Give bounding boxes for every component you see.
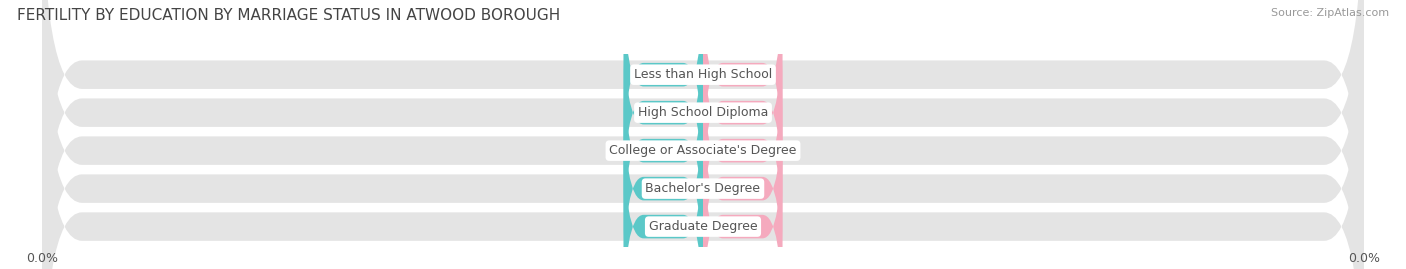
Text: Source: ZipAtlas.com: Source: ZipAtlas.com [1271, 8, 1389, 18]
Text: Bachelor's Degree: Bachelor's Degree [645, 182, 761, 195]
Text: 0.0%: 0.0% [648, 222, 679, 232]
FancyBboxPatch shape [624, 48, 703, 253]
FancyBboxPatch shape [624, 86, 703, 269]
FancyBboxPatch shape [624, 10, 703, 215]
Text: 0.0%: 0.0% [727, 146, 758, 156]
Text: 0.0%: 0.0% [648, 146, 679, 156]
FancyBboxPatch shape [42, 0, 1364, 269]
Text: 0.0%: 0.0% [727, 70, 758, 80]
Text: High School Diploma: High School Diploma [638, 106, 768, 119]
Text: Less than High School: Less than High School [634, 68, 772, 81]
Text: 0.0%: 0.0% [727, 108, 758, 118]
Text: 0.0%: 0.0% [648, 70, 679, 80]
Text: College or Associate's Degree: College or Associate's Degree [609, 144, 797, 157]
FancyBboxPatch shape [703, 125, 782, 269]
Text: 0.0%: 0.0% [727, 222, 758, 232]
Text: FERTILITY BY EDUCATION BY MARRIAGE STATUS IN ATWOOD BOROUGH: FERTILITY BY EDUCATION BY MARRIAGE STATU… [17, 8, 560, 23]
FancyBboxPatch shape [624, 0, 703, 177]
FancyBboxPatch shape [624, 125, 703, 269]
FancyBboxPatch shape [42, 0, 1364, 269]
FancyBboxPatch shape [42, 0, 1364, 269]
FancyBboxPatch shape [703, 0, 782, 177]
Text: 0.0%: 0.0% [648, 184, 679, 194]
FancyBboxPatch shape [703, 10, 782, 215]
FancyBboxPatch shape [703, 48, 782, 253]
FancyBboxPatch shape [42, 0, 1364, 269]
Text: 0.0%: 0.0% [727, 184, 758, 194]
Text: Graduate Degree: Graduate Degree [648, 220, 758, 233]
FancyBboxPatch shape [42, 13, 1364, 269]
Text: 0.0%: 0.0% [648, 108, 679, 118]
FancyBboxPatch shape [703, 86, 782, 269]
